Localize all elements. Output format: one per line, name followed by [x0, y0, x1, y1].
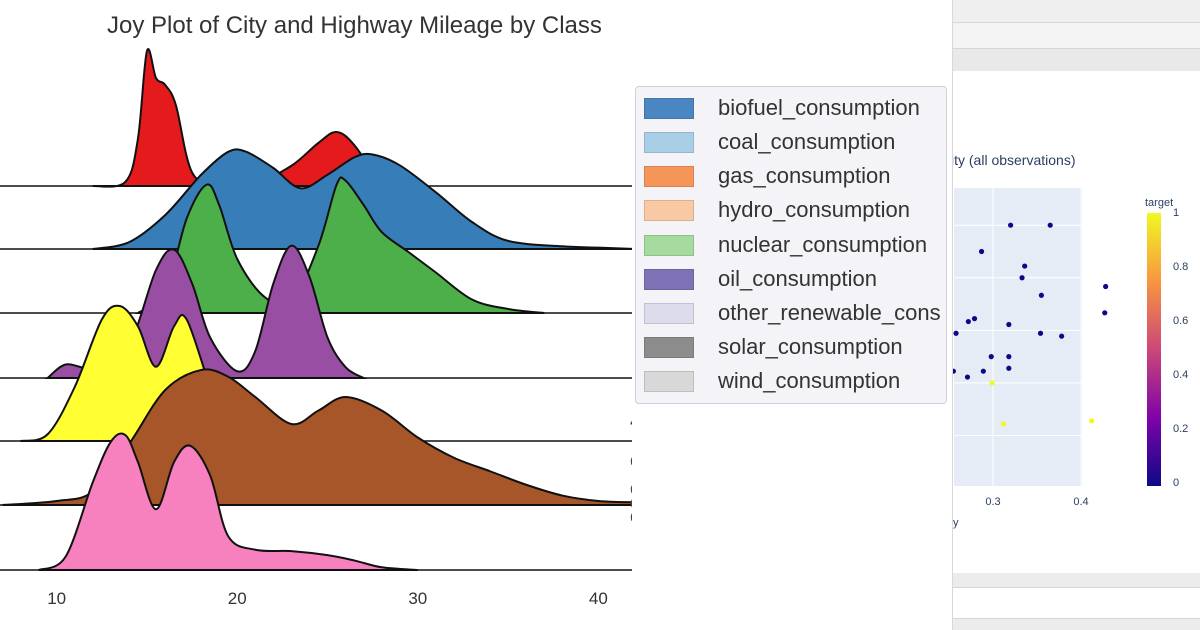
- ridge-area: [92, 148, 632, 250]
- colorbar: [1147, 213, 1161, 486]
- scatter-point: [1059, 333, 1065, 339]
- legend-swatch: [644, 234, 694, 256]
- colorbar-tick: 0: [1173, 477, 1179, 489]
- legend-label: coal_consumption: [718, 129, 896, 154]
- scatter-point: [971, 316, 978, 322]
- colorbar-tick: 0.6: [1173, 315, 1188, 327]
- scatter-point: [953, 368, 956, 374]
- scatter-point: [988, 354, 994, 360]
- legend-swatch: [644, 165, 694, 187]
- scatter-point: [1006, 321, 1012, 328]
- legend-label: biofuel_consumption: [718, 95, 920, 120]
- scatter-point: [965, 318, 971, 325]
- legend-label: nuclear_consumption: [718, 232, 928, 257]
- colorbar-tick: 0.2: [1173, 423, 1188, 435]
- legend-label: other_renewable_cons: [718, 300, 941, 325]
- window-band: [953, 573, 1200, 588]
- scatter-point: [980, 368, 986, 374]
- legend-label: solar_consumption: [718, 334, 903, 359]
- scatter-point: [964, 374, 971, 380]
- joy-plot-canvas: 10 20 30 40: [0, 48, 632, 630]
- scatter-point: [1019, 275, 1025, 281]
- ridge-area: [92, 48, 384, 188]
- legend: biofuel_consumption coal_consumption gas…: [635, 86, 947, 404]
- scatter-point: [1103, 283, 1109, 290]
- colorbar-tick: 0.4: [1173, 369, 1188, 381]
- legend-label: gas_consumption: [718, 163, 891, 188]
- scatter-point: [1006, 365, 1012, 371]
- legend-label: oil_consumption: [718, 266, 877, 291]
- window-band: [953, 0, 1200, 23]
- x-tick-label: 30: [408, 589, 427, 608]
- x-tick-label: 40: [589, 589, 608, 608]
- legend-swatch: [644, 97, 694, 119]
- joy-ridge: [0, 148, 632, 313]
- legend-label: hydro_consumption: [718, 197, 911, 222]
- scatter-x-tick: 0.4: [1073, 496, 1088, 508]
- joy-plot-panel: 10 20 30 40 Joy Plot of City and Highway Mi…: [0, 12, 632, 630]
- scatter-point: [1022, 263, 1028, 269]
- scatter-point: [1037, 330, 1044, 336]
- legend-item: gas_consumption: [644, 162, 890, 190]
- legend-swatch: [644, 302, 694, 324]
- ridge-area: [134, 176, 545, 314]
- legend-item: oil_consumption: [644, 265, 877, 293]
- scatter-point: [1008, 222, 1014, 228]
- legend-item: wind_consumption: [644, 367, 900, 395]
- legend-swatch: [644, 268, 694, 290]
- scatter-point: [1038, 292, 1044, 298]
- scatter-point: [978, 248, 985, 255]
- legend-item: solar_consumption: [644, 333, 903, 361]
- scatter-point: [1047, 222, 1053, 228]
- ridge-area: [38, 432, 418, 571]
- scatter-point: [1102, 310, 1108, 316]
- colorbar-tick: 1: [1173, 207, 1179, 219]
- legend-label: wind_consumption: [718, 368, 901, 393]
- scatter-canvas: 0.3 0.4 1 0.8 0.6 0.4 0.2 0: [953, 188, 1188, 508]
- legend-item: other_renewable_cons: [644, 299, 941, 327]
- legend-item: biofuel_consumption: [644, 94, 920, 122]
- colorbar-title: target: [1145, 197, 1174, 209]
- scatter-x-tick: 0.3: [985, 496, 1000, 508]
- scatter-point: [989, 380, 995, 386]
- ridge-background: [0, 569, 632, 630]
- legend-item: hydro_consumption: [644, 196, 910, 224]
- joy-ridge: [0, 432, 632, 630]
- x-tick-label: 10: [47, 589, 66, 608]
- legend-swatch: [644, 336, 694, 358]
- legend-swatch: [644, 131, 694, 153]
- scatter-point: [1088, 418, 1095, 424]
- scatter-point: [1006, 354, 1012, 360]
- legend-swatch: [644, 370, 694, 392]
- scatter-title: ity (all observations): [952, 152, 1076, 168]
- window-band: [953, 618, 1200, 630]
- legend-panel: biofuel_consumption coal_consumption gas…: [632, 0, 954, 630]
- scatter-point: [953, 330, 959, 336]
- scatter-point: [1000, 421, 1007, 427]
- legend-item: coal_consumption: [644, 128, 895, 156]
- colorbar-tick: 0.8: [1173, 261, 1188, 273]
- scatter-panel: ity (all observations) 0.3 0.4 1 0.8 0.6 0.4 0…: [952, 0, 1200, 630]
- legend-swatch: [644, 199, 694, 221]
- joy-plot-title: Joy Plot of City and Highway Mileage by …: [107, 12, 602, 39]
- x-tick-label: 20: [228, 589, 247, 608]
- legend-item: nuclear_consumption: [644, 231, 927, 259]
- scatter-x-label: y: [953, 517, 959, 529]
